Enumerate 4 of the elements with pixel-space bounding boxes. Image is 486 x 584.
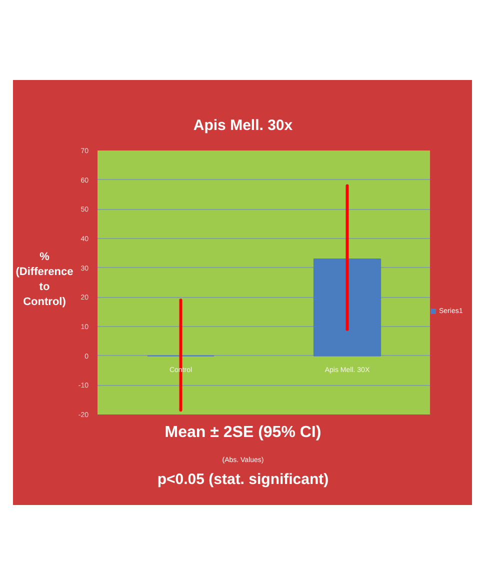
x-axis-title: Mean ± 2SE (95% CI) [164, 424, 322, 441]
y-axis-title: % (Difference to Control) [16, 251, 74, 308]
text: p<0.05 (stat. significant) [157, 471, 329, 488]
chart-title: Apis Mell. 30x [193, 117, 294, 134]
